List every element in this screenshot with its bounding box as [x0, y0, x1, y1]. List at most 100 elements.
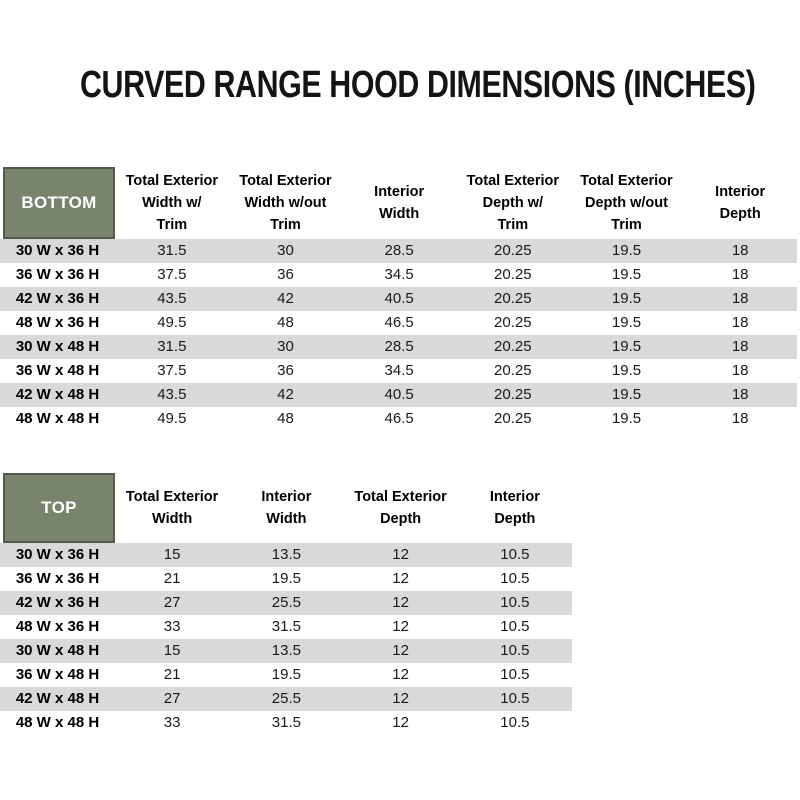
dimension-value: 12: [392, 642, 409, 659]
dimension-value: 10.5: [500, 618, 530, 635]
dimension-value: 37.5: [157, 266, 187, 283]
dimension-value: 10.5: [500, 642, 530, 659]
dimension-value: 40.5: [384, 290, 414, 307]
table-row: 36 W x 36 H 21 19.5 12 10.5: [0, 567, 572, 591]
dimension-value: 13.5: [271, 546, 301, 563]
dimension-value: 19.5: [611, 362, 642, 379]
dimension-value: 21: [163, 666, 181, 683]
dimension-value: 34.5: [384, 362, 414, 379]
bottom-table-label: BOTTOM: [3, 167, 115, 239]
dimension-value: 19.5: [611, 266, 642, 283]
dimension-value: 36: [277, 266, 294, 283]
row-size-label: 42 W x 36 H: [15, 290, 100, 307]
dimension-value: 43.5: [157, 290, 187, 307]
dimension-value: 12: [392, 618, 409, 635]
dimension-value: 31.5: [157, 338, 187, 355]
dimension-value: 18: [731, 362, 749, 379]
dimension-value: 18: [731, 242, 749, 259]
dimension-value: 49.5: [157, 314, 187, 331]
column-header-total-exterior-depth: Total Exterior Depth: [354, 489, 447, 527]
dimension-value: 46.5: [384, 410, 414, 427]
dimension-value: 27: [163, 594, 181, 611]
dimension-value: 10.5: [500, 714, 530, 731]
dimension-value: 30: [277, 338, 294, 355]
dimension-value: 49.5: [157, 410, 187, 427]
row-size-label: 30 W x 48 H: [15, 642, 100, 659]
row-size-label: 48 W x 48 H: [15, 714, 100, 731]
dimension-value: 10.5: [500, 594, 530, 611]
row-size-label: 42 W x 48 H: [15, 386, 100, 403]
bottom-table-body: 30 W x 36 H 31.5 30 28.5 20.25 19.5 18 36 W x 3…: [0, 239, 797, 431]
row-size-label: 48 W x 36 H: [15, 618, 100, 635]
bottom-dimensions-table: BOTTOM Total Exterior Width w/ Trim Tota…: [0, 167, 797, 431]
dimension-value: 19.5: [271, 570, 301, 587]
column-header-total-exterior-width: Total Exterior Width: [125, 489, 219, 527]
bottom-table-header-row: BOTTOM Total Exterior Width w/ Trim Tota…: [0, 167, 797, 239]
dimension-value: 25.5: [271, 690, 301, 707]
row-size-label: 36 W x 36 H: [15, 266, 100, 283]
dimension-value: 36: [277, 362, 294, 379]
row-size-label: 36 W x 36 H: [15, 570, 100, 587]
dimension-value: 18: [731, 290, 749, 307]
row-size-label: 30 W x 36 H: [15, 546, 100, 563]
dimension-value: 12: [392, 666, 409, 683]
dimension-value: 20.25: [494, 410, 532, 427]
row-size-label: 48 W x 48 H: [15, 410, 100, 427]
dimension-value: 15: [163, 546, 181, 563]
dimension-value: 19.5: [611, 242, 642, 259]
row-size-label: 42 W x 36 H: [15, 594, 100, 611]
dimension-value: 25.5: [271, 594, 301, 611]
dimension-value: 42: [277, 386, 294, 403]
table-row: 42 W x 48 H 43.5 42 40.5 20.25 19.5 18: [0, 383, 797, 407]
column-header-total-exterior-width-w-trim: Total Exterior Width w/ Trim: [125, 173, 219, 233]
dimension-value: 18: [731, 410, 749, 427]
dimension-value: 10.5: [500, 570, 530, 587]
column-header-total-exterior-depth-w-trim: Total Exterior Depth w/ Trim: [466, 173, 560, 233]
row-size-label: 30 W x 36 H: [15, 242, 100, 259]
dimension-value: 28.5: [384, 242, 414, 259]
dimension-value: 43.5: [157, 386, 187, 403]
dimension-value: 27: [163, 690, 181, 707]
table-row: 36 W x 48 H 37.5 36 34.5 20.25 19.5 18: [0, 359, 797, 383]
top-dimensions-table: TOP Total Exterior Width Interior Width …: [0, 473, 572, 735]
dimension-value: 37.5: [157, 362, 187, 379]
dimension-value: 18: [731, 266, 749, 283]
dimension-value: 12: [392, 690, 409, 707]
dimension-value: 20.25: [494, 266, 532, 283]
dimension-value: 19.5: [611, 314, 642, 331]
top-table-body: 30 W x 36 H 15 13.5 12 10.5 36 W x 36 H 21 19.5…: [0, 543, 572, 735]
dimension-value: 34.5: [384, 266, 414, 283]
dimension-value: 48: [277, 410, 294, 427]
row-size-label: 48 W x 36 H: [15, 314, 100, 331]
top-table-header-row: TOP Total Exterior Width Interior Width …: [0, 473, 572, 543]
dimension-value: 20.25: [494, 362, 532, 379]
dimension-value: 20.25: [494, 314, 532, 331]
dimension-value: 40.5: [384, 386, 414, 403]
dimension-value: 20.25: [494, 338, 532, 355]
dimension-value: 19.5: [611, 410, 642, 427]
table-row: 36 W x 36 H 37.5 36 34.5 20.25 19.5 18: [0, 263, 797, 287]
dimension-value: 12: [392, 714, 409, 731]
dimension-value: 48: [277, 314, 294, 331]
row-size-label: 30 W x 48 H: [15, 338, 100, 355]
table-row: 30 W x 36 H 15 13.5 12 10.5: [0, 543, 572, 567]
dimension-value: 31.5: [271, 714, 301, 731]
dimension-value: 19.5: [611, 290, 642, 307]
row-size-label: 36 W x 48 H: [15, 362, 100, 379]
dimension-value: 19.5: [611, 386, 642, 403]
table-row: 42 W x 36 H 27 25.5 12 10.5: [0, 591, 572, 615]
column-header-interior-depth: Interior Depth: [489, 489, 540, 527]
dimension-value: 31.5: [271, 618, 301, 635]
dimension-value: 31.5: [157, 242, 187, 259]
dimension-value: 15: [163, 642, 181, 659]
dimension-value: 20.25: [494, 242, 532, 259]
page-title: CURVED RANGE HOOD DIMENSIONS (INCHES): [80, 64, 756, 106]
dimension-value: 46.5: [384, 314, 414, 331]
table-row: 30 W x 48 H 15 13.5 12 10.5: [0, 639, 572, 663]
table-row: 48 W x 36 H 33 31.5 12 10.5: [0, 615, 572, 639]
dimension-value: 19.5: [271, 666, 301, 683]
column-header-interior-depth: Interior Depth: [715, 184, 766, 222]
column-header-interior-width: Interior Width: [374, 184, 425, 222]
dimension-value: 12: [392, 570, 409, 587]
table-row: 30 W x 48 H 31.5 30 28.5 20.25 19.5 18: [0, 335, 797, 359]
